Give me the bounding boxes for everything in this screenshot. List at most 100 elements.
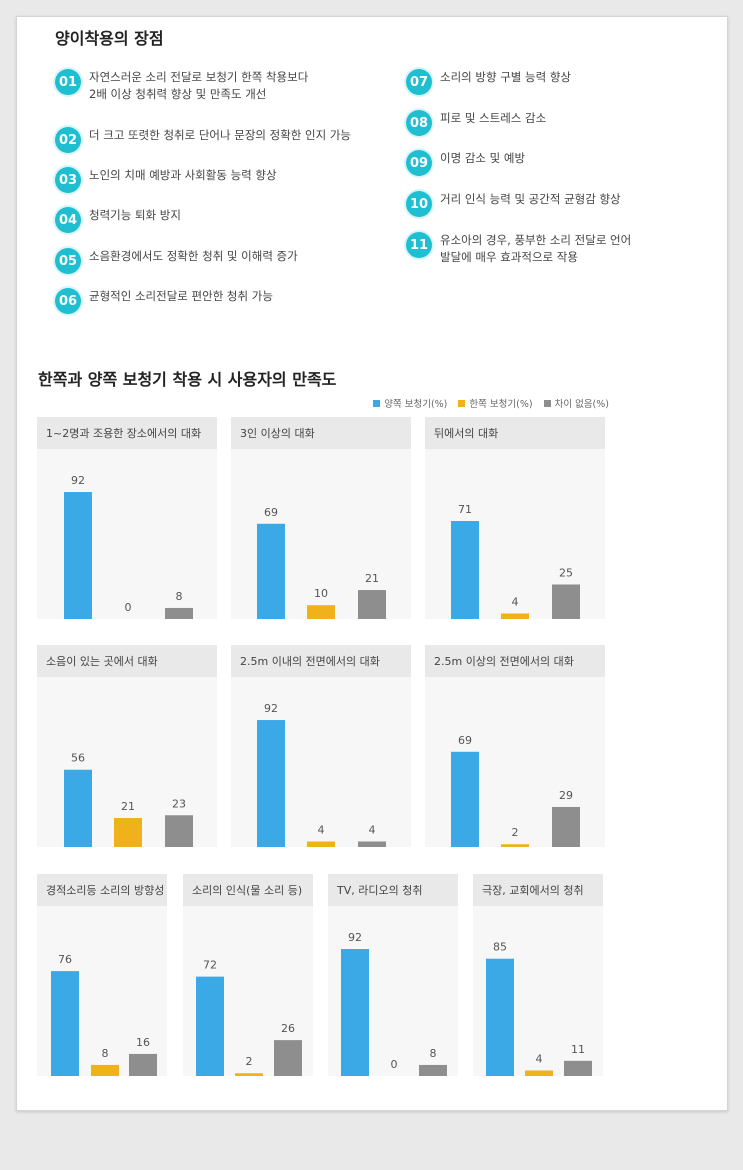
panel-title: TV, 라디오의 청취 bbox=[328, 874, 458, 906]
panel-plot: 76 8 16 bbox=[51, 953, 157, 1076]
bar-value-label: 69 bbox=[264, 506, 278, 519]
advantage-number-badge: 11 bbox=[406, 232, 432, 258]
chart-panel: 극장, 교회에서의 청취 85 4 11 bbox=[473, 874, 603, 1076]
advantage-item: 01 자연스러운 소리 전달로 보청기 한쪽 착용보다 2배 이상 청취력 향상 … bbox=[55, 69, 308, 103]
advantage-item: 07 소리의 방향 구별 능력 향상 bbox=[406, 69, 571, 95]
bar-none bbox=[129, 1053, 157, 1076]
advantage-number-badge: 09 bbox=[406, 150, 432, 176]
bar-one bbox=[307, 605, 335, 619]
advantage-text: 청력기능 퇴화 방지 bbox=[89, 208, 181, 222]
advantage-item: 05 소음환경에서도 정확한 청취 및 이해력 증가 bbox=[55, 248, 298, 274]
advantage-text: 자연스러운 소리 전달로 보청기 한쪽 착용보다 2배 이상 청취력 향상 및 … bbox=[89, 70, 309, 101]
advantage-item: 11 유소아의 경우, 풍부한 소리 전달로 언어 발달에 매우 효과적으로 작용 bbox=[406, 232, 631, 266]
chart-panel: 소음이 있는 곳에서 대화 56 21 23 bbox=[37, 645, 217, 847]
bar-value-label: 4 bbox=[512, 595, 519, 608]
advantage-number-badge: 02 bbox=[55, 127, 81, 153]
legend-item-one: 한쪽 보청기(%) bbox=[458, 396, 533, 410]
bar-none bbox=[552, 806, 580, 847]
advantage-text: 균형적인 소리전달로 편안한 청취 가능 bbox=[89, 289, 273, 303]
bar-value-label: 71 bbox=[458, 503, 472, 516]
bar-both bbox=[51, 971, 79, 1076]
bar-both bbox=[451, 521, 479, 619]
bar-value-label: 92 bbox=[71, 474, 85, 487]
bar-value-label: 0 bbox=[125, 601, 132, 614]
chart-legend: 양쪽 보청기(%) 한쪽 보청기(%) 차이 없음(%) bbox=[373, 396, 609, 410]
bar-both bbox=[64, 769, 92, 847]
chart-panel: 3인 이상의 대화 69 10 21 bbox=[231, 417, 411, 619]
advantage-text: 피로 및 스트레스 감소 bbox=[440, 111, 547, 125]
chart-panel: TV, 라디오의 청취 92 0 8 bbox=[328, 874, 458, 1076]
bar-value-label: 26 bbox=[281, 1022, 295, 1035]
bar-value-label: 8 bbox=[102, 1047, 109, 1060]
bar-value-label: 92 bbox=[348, 931, 362, 944]
bar-value-label: 4 bbox=[369, 823, 376, 836]
advantage-number-badge: 05 bbox=[55, 248, 81, 274]
advantage-text: 소음환경에서도 정확한 청취 및 이해력 증가 bbox=[89, 249, 298, 263]
bar-value-label: 76 bbox=[58, 953, 72, 966]
chart-panel: 뒤에서의 대화 71 4 25 bbox=[425, 417, 605, 619]
legend-swatch-one bbox=[458, 399, 466, 407]
bar-value-label: 11 bbox=[571, 1043, 585, 1056]
advantages-title: 양이착용의 장점 bbox=[55, 29, 164, 48]
panel-plot: 71 4 25 bbox=[451, 503, 580, 619]
bar-both bbox=[486, 958, 514, 1076]
advantage-number-badge: 06 bbox=[55, 288, 81, 314]
bar-none bbox=[564, 1060, 592, 1076]
panel-plot: 85 4 11 bbox=[486, 941, 592, 1076]
advantage-item: 06 균형적인 소리전달로 편안한 청취 가능 bbox=[55, 288, 273, 314]
legend-swatch-none bbox=[543, 399, 551, 407]
bar-one bbox=[307, 841, 335, 847]
panel-title: 뒤에서의 대화 bbox=[425, 417, 605, 449]
advantage-number-badge: 04 bbox=[55, 207, 81, 233]
bar-value-label: 0 bbox=[391, 1058, 398, 1071]
advantage-item: 02 더 크고 또렷한 청취로 단어나 문장의 정확한 인지 가능 bbox=[55, 127, 351, 153]
advantage-text: 거리 인식 능력 및 공간적 균형감 향상 bbox=[440, 192, 621, 206]
advantage-item: 10 거리 인식 능력 및 공간적 균형감 향상 bbox=[406, 191, 621, 217]
bar-value-label: 8 bbox=[176, 590, 183, 603]
advantage-number-badge: 01 bbox=[55, 69, 81, 95]
chart-panel: 소리의 인식(물 소리 등) 72 2 26 bbox=[183, 874, 313, 1076]
chart-title: 한쪽과 양쪽 보청기 착용 시 사용자의 만족도 bbox=[38, 370, 337, 389]
bar-value-label: 56 bbox=[71, 752, 85, 765]
bar-value-label: 21 bbox=[365, 572, 379, 585]
advantage-item: 03 노인의 치매 예방과 사회활동 능력 향상 bbox=[55, 167, 277, 193]
bar-value-label: 16 bbox=[136, 1036, 150, 1049]
bar-both bbox=[451, 751, 479, 847]
bar-value-label: 29 bbox=[559, 789, 573, 802]
panel-plot: 92 0 8 bbox=[341, 931, 447, 1076]
advantage-text: 소리의 방향 구별 능력 향상 bbox=[440, 70, 572, 84]
advantage-text: 더 크고 또렷한 청취로 단어나 문장의 정확한 인지 가능 bbox=[89, 128, 352, 142]
bar-none bbox=[165, 815, 193, 847]
panel-plot: 69 2 29 bbox=[451, 734, 580, 847]
bar-value-label: 21 bbox=[121, 800, 135, 813]
bar-value-label: 69 bbox=[458, 734, 472, 747]
bar-value-label: 23 bbox=[172, 797, 186, 810]
panel-plot: 56 21 23 bbox=[64, 752, 193, 847]
advantage-number-badge: 10 bbox=[406, 191, 432, 217]
legend-swatch-both bbox=[373, 399, 381, 407]
advantage-item: 09 이명 감소 및 예방 bbox=[406, 150, 525, 176]
bar-value-label: 25 bbox=[559, 567, 573, 580]
bar-none bbox=[358, 841, 386, 847]
bar-one bbox=[235, 1073, 263, 1076]
advantage-item: 08 피로 및 스트레스 감소 bbox=[406, 110, 546, 136]
chart-panel: 2.5m 이내의 전면에서의 대화 92 4 4 bbox=[231, 645, 411, 847]
bar-value-label: 2 bbox=[512, 826, 519, 839]
bar-both bbox=[341, 949, 369, 1076]
bar-one bbox=[114, 818, 142, 847]
bar-both bbox=[257, 523, 285, 619]
bar-none bbox=[274, 1040, 302, 1076]
bar-one bbox=[525, 1070, 553, 1076]
bar-value-label: 8 bbox=[430, 1047, 437, 1060]
bar-value-label: 2 bbox=[246, 1055, 253, 1068]
panel-plot: 92 0 8 bbox=[64, 474, 193, 619]
panel-title: 3인 이상의 대화 bbox=[231, 417, 411, 449]
advantage-item: 04 청력기능 퇴화 방지 bbox=[55, 207, 181, 233]
panel-title: 경적소리등 소리의 방향성 bbox=[37, 874, 167, 906]
advantage-text: 유소아의 경우, 풍부한 소리 전달로 언어 발달에 매우 효과적으로 작용 bbox=[440, 233, 632, 264]
bar-value-label: 4 bbox=[536, 1052, 543, 1065]
content-card: 양이착용의 장점 01 자연스러운 소리 전달로 보청기 한쪽 착용보다 2배 이… bbox=[16, 16, 728, 1111]
bar-none bbox=[552, 584, 580, 619]
bar-both bbox=[64, 492, 92, 619]
panel-title: 극장, 교회에서의 청취 bbox=[473, 874, 603, 906]
